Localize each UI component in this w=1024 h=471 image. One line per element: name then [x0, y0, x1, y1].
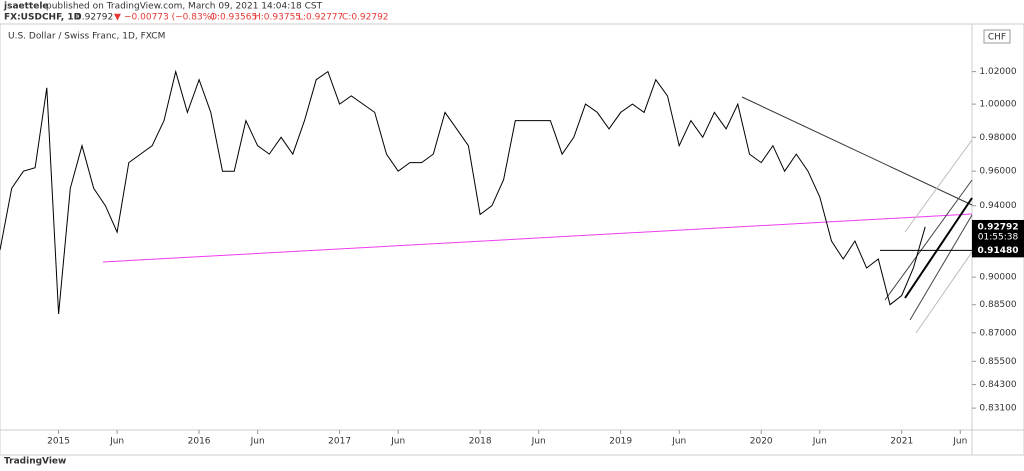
y-tick-label: 0.84300 — [979, 380, 1016, 390]
footer: TradingView — [4, 457, 66, 467]
x-tick-label: 2015 — [47, 437, 70, 447]
level-label: 0.91480 — [978, 246, 1019, 256]
last: 0.92792 — [76, 13, 113, 23]
last-price-label: 0.92792 — [978, 222, 1019, 232]
x-tick-label: 2016 — [188, 437, 211, 447]
y-tick-label: 0.85500 — [979, 357, 1016, 367]
currency: CHF — [988, 33, 1006, 43]
y-tick-label: 0.88500 — [979, 300, 1016, 310]
countdown: 01:55:38 — [978, 232, 1019, 242]
x-tick-label: Jun — [531, 437, 546, 447]
x-tick-label: Jun — [671, 437, 686, 447]
support-trendline — [102, 213, 973, 263]
x-tick-label: 2019 — [609, 437, 632, 447]
resistance-trendline — [741, 96, 973, 206]
close: C:0.92792 — [342, 13, 389, 23]
author: jsaettele — [3, 2, 49, 12]
y-tick-label: 0.94000 — [979, 201, 1016, 211]
x-tick-label: 2021 — [890, 437, 913, 447]
low: L:0.92777 — [298, 13, 343, 23]
open: O:0.93565 — [210, 13, 257, 23]
level-box — [972, 243, 1024, 258]
currency-box — [983, 29, 1011, 44]
y-tick-label: 0.98000 — [979, 133, 1016, 143]
y-tick-label: 0.87000 — [979, 328, 1016, 338]
y-tick-label: 0.83100 — [979, 404, 1016, 414]
frame — [0, 23, 1024, 456]
high: H:0.93755 — [254, 13, 301, 23]
channel-outer-lower — [915, 251, 973, 334]
x-tick-label: Jun — [109, 437, 124, 447]
price-line — [0, 69, 926, 315]
x-tick-label: 2020 — [750, 437, 773, 447]
x-tick-label: Jun — [390, 437, 405, 447]
x-tick-label: 2018 — [469, 437, 492, 447]
x-tick-label: Jun — [812, 437, 827, 447]
channel-lower — [909, 214, 973, 321]
x-tick-label: 2017 — [328, 437, 351, 447]
arrow: ▼ — [114, 13, 121, 23]
channel-center — [904, 197, 973, 299]
x-tick-label: Jun — [952, 437, 967, 447]
chart-title: U.S. Dollar / Swiss Franc, 1D, FXCM — [8, 32, 165, 42]
x-tick-label: Jun — [250, 437, 265, 447]
y-tick-label: 0.90000 — [979, 273, 1016, 283]
y-tick-label: 1.00000 — [979, 100, 1016, 110]
published: published on TradingView.com, March 09, … — [46, 2, 323, 12]
symbol: FX:USDCHF, 1D — [4, 13, 81, 23]
change: −0.00773 (−0.83%) — [124, 13, 215, 23]
last-price-box — [972, 219, 1024, 244]
y-tick-label: 0.96000 — [979, 167, 1016, 177]
channel-upper — [884, 179, 973, 301]
channel-outer-upper — [904, 139, 973, 233]
y-tick-label: 1.02000 — [979, 67, 1016, 77]
